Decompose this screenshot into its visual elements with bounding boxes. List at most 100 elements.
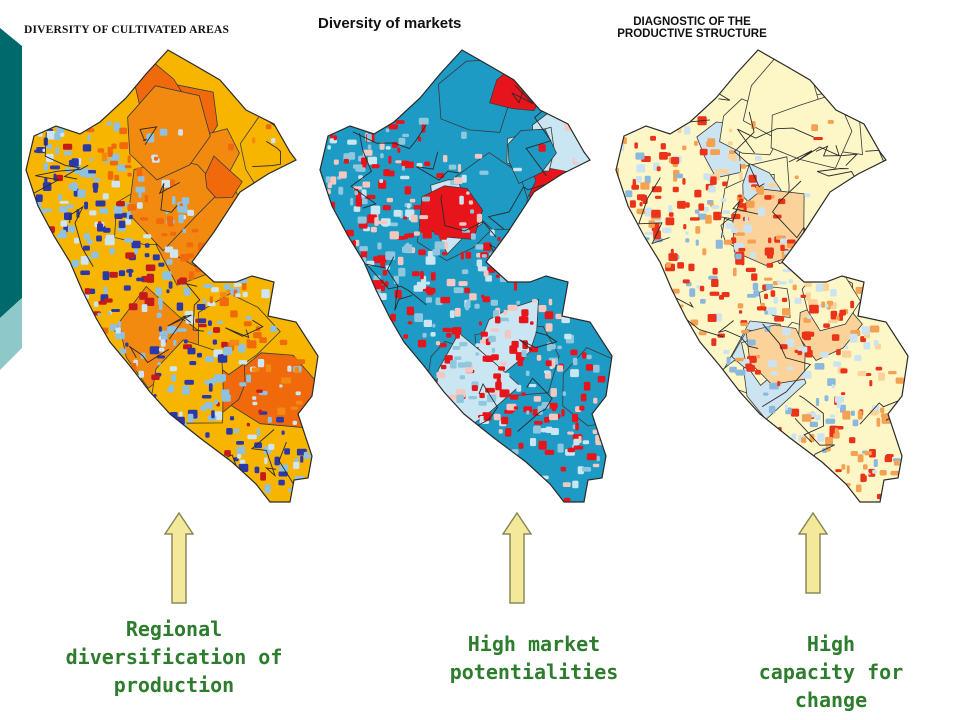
map-district [211,410,215,419]
map-district [435,341,441,346]
panel-productive-structure: DIAGNOSTIC OF THE PRODUCTIVE STRUCTURE H… [590,0,909,720]
map-district [251,367,260,372]
map-border [320,297,356,341]
map-district [300,455,304,463]
map-district [660,143,666,150]
map-district [840,368,848,374]
map-district [827,378,836,386]
map-district [768,237,772,244]
map-region [127,85,211,181]
map-district [425,256,436,265]
map-district [205,432,210,438]
map-border [365,423,436,475]
map-district [699,148,708,156]
map-district [226,428,233,435]
map-district [713,211,722,221]
map-district [555,313,562,320]
map-district [422,332,427,338]
map-district [639,202,643,207]
map-district [382,269,388,276]
map-district [474,153,483,159]
panel-cultivated-areas: DIVERSITY OF CULTIVATED AREAS Regional d… [0,0,319,720]
map-border [562,259,594,316]
map-district [257,359,265,368]
map-district [224,450,231,456]
map-district [733,267,737,277]
map-district [792,284,797,291]
map-district [385,251,396,260]
map-district [760,302,765,307]
map-district [767,307,777,315]
map-district [782,327,791,336]
map-district [740,322,749,327]
map-district [592,463,600,468]
map-district [629,200,636,208]
map-district [419,215,429,220]
map-district [413,205,422,210]
map-district [197,352,202,358]
map-district [404,233,409,240]
map-district [721,292,730,298]
map-district [689,288,696,297]
map-district [379,179,384,183]
map-district [107,150,113,157]
map-district [505,428,512,437]
map-district [330,176,337,185]
map-district [406,306,414,316]
map-district [182,228,186,234]
map-district [805,349,813,358]
map-district [746,192,752,196]
map-district [207,301,216,307]
map-district [582,352,587,359]
map-district [499,343,509,353]
map-outline [25,49,319,503]
map-border [414,398,459,431]
map-district [460,251,464,260]
map-district [762,392,769,396]
map-district [59,206,68,213]
map-district [756,354,761,359]
map-district [498,429,503,434]
map-district [863,464,868,470]
map-border [455,466,476,502]
map-district [797,350,803,356]
map-district [450,360,457,369]
map-district [111,180,120,188]
map-district [86,239,93,245]
map-district [155,287,162,296]
map-district [562,391,566,397]
map-district [58,194,63,201]
map-district [498,366,506,371]
map-district [490,299,498,306]
map-district [525,370,530,376]
map-district [644,231,655,236]
map-district [470,209,474,214]
map-district [583,381,591,391]
map-district [182,385,190,389]
map-district [737,160,748,164]
map-district [745,267,756,272]
map-district [393,209,402,217]
map-border [519,331,558,351]
map-border [618,273,652,300]
map-district [243,321,252,327]
map-district [238,463,249,472]
map-district [109,160,119,166]
map-district [265,124,272,130]
map-district [446,278,456,287]
map-district [166,289,170,294]
map-district [645,211,653,217]
map-border [352,124,427,150]
map-district [287,487,291,493]
map-district [167,216,174,225]
map-district [545,360,553,367]
map-district [246,316,252,320]
map-district [443,155,448,163]
map-district [807,315,812,319]
map-district [101,152,108,162]
map-district [176,302,184,311]
map-district [187,347,196,355]
map-district [430,272,436,281]
map-district [634,142,638,149]
map-district [268,443,275,450]
